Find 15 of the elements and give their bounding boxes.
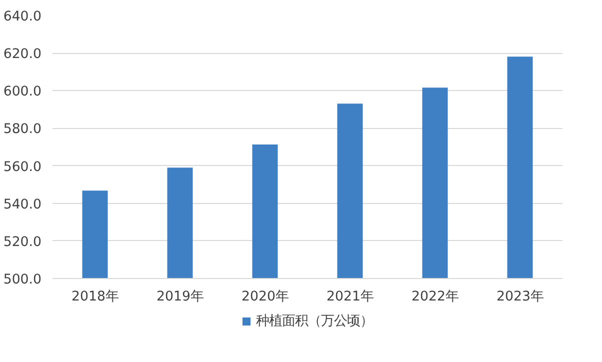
x-tick-label: 2019年 bbox=[156, 290, 204, 304]
y-tick-label: 560.0 bbox=[3, 160, 42, 175]
y-tick-label: 580.0 bbox=[3, 122, 42, 138]
x-tick-label: 2020年 bbox=[242, 290, 288, 304]
x-tick-label: 2018年 bbox=[72, 290, 118, 304]
x-tick-label: 2021年 bbox=[326, 290, 374, 304]
y-tick-label: 520.0 bbox=[3, 234, 42, 250]
x-tick-label: 2023年 bbox=[496, 290, 544, 304]
legend-label: 种植面积（万公顷） bbox=[256, 312, 373, 330]
x-tick-label: 2022年 bbox=[412, 290, 458, 304]
y-tick-label: 620.0 bbox=[3, 47, 42, 62]
y-tick-label: 500.0 bbox=[3, 272, 42, 288]
y-tick-label: 600.0 bbox=[3, 84, 42, 100]
y-tick-label: 640.0 bbox=[3, 10, 42, 24]
y-tick-label: 540.0 bbox=[3, 197, 42, 212]
